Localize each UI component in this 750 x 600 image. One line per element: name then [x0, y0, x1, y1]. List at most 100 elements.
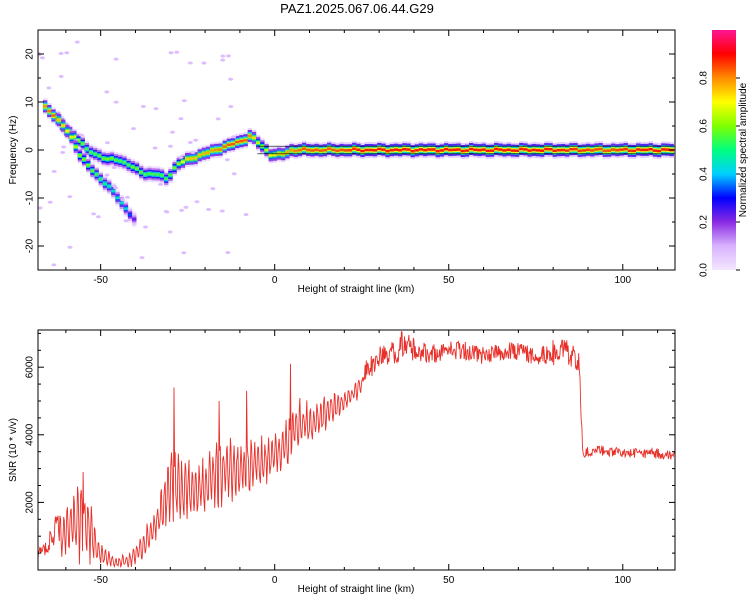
spectral-ridge-cell — [306, 149, 310, 152]
spectral-ridge-cell — [335, 150, 339, 153]
spectral-ridge-cell — [348, 149, 352, 152]
snr-ylabel: SNR (10 * v/v) — [8, 418, 19, 482]
spectral-ridge-cell — [565, 149, 569, 152]
spectral-ridge-cell — [135, 167, 139, 170]
spectral-ridge-cell — [252, 137, 256, 140]
spectral-ridge-cell — [118, 160, 122, 163]
spectral-ridge-cell — [477, 149, 481, 152]
spectral-ridge-cell — [628, 150, 632, 153]
spectral-ridge-cell — [365, 149, 369, 152]
spectral-ridge-cell — [394, 148, 398, 151]
speckle — [231, 135, 236, 138]
colorbar-label: Normalized spectral amplitude — [738, 82, 749, 217]
spectral-ridge-cell — [502, 149, 506, 152]
chart-title: PAZ1.2025.067.06.44.G29 — [280, 1, 434, 16]
spectral-ridge-cell — [93, 153, 97, 156]
spectral-ridge-cell — [461, 150, 465, 153]
spectral-ridge-cell — [281, 153, 285, 156]
spectral-ridge-cell — [147, 173, 151, 176]
spectral-ridge-cell — [523, 148, 527, 151]
spectral-ridge-cell — [482, 148, 486, 151]
spectral-ridge-cell — [632, 150, 636, 153]
speckle — [174, 51, 179, 54]
spectral-ridge-cell — [436, 150, 440, 153]
speckle — [143, 226, 148, 229]
spectral-ridge-cell — [298, 149, 302, 152]
spectral-ridge-cell — [603, 150, 607, 153]
spectral-ridge-cell — [390, 149, 394, 152]
spectral-ridge-cell — [536, 149, 540, 152]
spectral-ridge-cell — [573, 148, 577, 151]
spectral-ridge-cell — [569, 148, 573, 151]
y-tick-label: -10 — [25, 190, 36, 205]
spectral-ridge-cell — [619, 148, 623, 151]
spectral-ridge-cell — [51, 114, 55, 117]
speckle — [158, 183, 163, 186]
spectral-ridge-cell — [519, 148, 523, 151]
speckle — [232, 172, 237, 175]
spectral-ridge-cell — [381, 148, 385, 151]
spectral-branch-cell — [107, 185, 111, 188]
spectral-ridge-cell — [490, 149, 494, 152]
speckle — [48, 201, 53, 204]
speckle — [52, 170, 57, 173]
spectral-ridge-cell — [85, 148, 89, 151]
speckle — [188, 61, 193, 64]
speckle — [154, 107, 159, 110]
spectral-branch-cell — [78, 154, 82, 157]
spectral-ridge-cell — [398, 149, 402, 152]
spectral-ridge-cell — [223, 145, 227, 148]
speckle — [188, 141, 193, 144]
spectral-ridge-cell — [511, 149, 515, 152]
spectral-ridge-cell — [440, 149, 444, 152]
spectral-ridge-cell — [264, 149, 268, 152]
spectral-branch-cell — [69, 136, 73, 139]
spectral-ridge-cell — [360, 150, 364, 153]
spectral-ridge-cell — [285, 151, 289, 154]
spectrogram-xlabel: Height of straight line (km) — [298, 284, 415, 295]
spectral-branch-cell — [120, 202, 124, 205]
colorbar-tick-label: 0.2 — [699, 215, 710, 229]
spectral-ridge-cell — [448, 149, 452, 152]
spectral-ridge-cell — [444, 148, 448, 151]
speckle — [225, 251, 230, 254]
spectral-ridge-cell — [319, 149, 323, 152]
speckle — [168, 145, 173, 148]
spectral-ridge-cell — [419, 148, 423, 151]
spectral-ridge-cell — [89, 151, 93, 154]
spectral-ridge-cell — [456, 148, 460, 151]
speckle — [194, 200, 199, 203]
spectral-branch-cell — [61, 124, 65, 127]
spectral-ridge-cell — [498, 148, 502, 151]
spectral-ridge-cell — [106, 158, 110, 161]
spectral-ridge-cell — [143, 173, 147, 176]
speckle — [216, 117, 221, 120]
spectral-ridge-cell — [227, 144, 231, 147]
spectral-ridge-cell — [114, 159, 118, 162]
speckle — [225, 158, 230, 161]
spectral-ridge-cell — [43, 105, 47, 108]
spectral-ridge-cell — [452, 149, 456, 152]
spectral-branch-cell — [111, 190, 115, 193]
speckle — [178, 156, 183, 159]
speckle — [131, 127, 136, 130]
speckle — [114, 101, 119, 104]
x-tick-label: 100 — [614, 275, 631, 286]
spectral-ridge-cell — [586, 149, 590, 152]
spectral-ridge-cell — [431, 148, 435, 151]
speckle — [75, 41, 80, 44]
colorbar-tick-label: 0.4 — [699, 167, 710, 181]
spectral-branch-cell — [65, 130, 69, 133]
spectral-ridge-cell — [561, 149, 565, 152]
spectral-branch-cell — [57, 119, 61, 122]
spectral-ridge-cell — [644, 149, 648, 152]
speckle — [220, 55, 225, 58]
spectral-ridge-cell — [101, 157, 105, 160]
speckle — [51, 263, 56, 266]
spectral-ridge-cell — [653, 149, 657, 152]
spectral-ridge-cell — [239, 140, 243, 143]
speckle — [68, 246, 73, 249]
spectral-ridge-cell — [210, 149, 214, 152]
spectral-branch-cell — [86, 164, 90, 167]
spectral-ridge-cell — [231, 143, 235, 146]
